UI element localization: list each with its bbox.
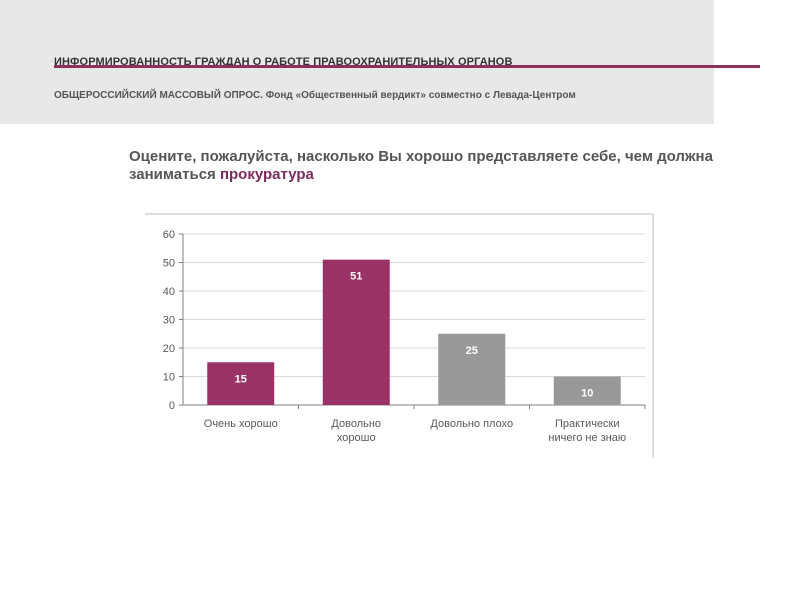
bar xyxy=(322,259,390,405)
y-tick-label: 60 xyxy=(163,229,175,241)
data-label: 15 xyxy=(235,373,247,385)
bar xyxy=(553,376,621,405)
y-tick-label: 10 xyxy=(163,372,175,384)
x-category-label: Довольно плохо xyxy=(430,418,513,430)
bar-chart: 0 10 20 30 40 50 60 15 Очень хорошо 51 Довольно хор… xyxy=(145,213,655,458)
x-category-label: Практически xyxy=(555,418,620,430)
bar-chart-svg: 0 10 20 30 40 50 60 15 Очень хорошо 51 Довольно хор… xyxy=(145,213,654,458)
question-main: Оцените, пожалуйста, насколько Вы хорошо… xyxy=(129,148,713,183)
y-tick-label: 0 xyxy=(169,400,175,412)
x-category-label: Довольно xyxy=(331,418,381,430)
bar xyxy=(207,362,275,405)
y-tick-label: 40 xyxy=(163,286,175,298)
y-tick-label: 50 xyxy=(163,258,175,270)
question-accent: прокуратура xyxy=(219,166,314,183)
header-band xyxy=(0,0,714,124)
y-tick-label: 20 xyxy=(163,343,175,355)
question-text: Оцените, пожалуйста, насколько Вы хорошо… xyxy=(129,148,779,184)
x-category-label: ничего не знаю xyxy=(548,432,626,444)
header-subtitle: ОБЩЕРОССИЙСКИЙ МАССОВЫЙ ОПРОС. Фонд «Общ… xyxy=(54,90,576,101)
bar xyxy=(438,333,506,405)
y-tick-label: 30 xyxy=(163,315,175,327)
data-label: 51 xyxy=(350,271,362,283)
data-label: 10 xyxy=(581,388,593,400)
x-category-label: хорошо xyxy=(337,432,376,444)
data-label: 25 xyxy=(466,345,478,357)
header-divider xyxy=(54,65,760,68)
x-category-label: Очень хорошо xyxy=(204,418,278,430)
